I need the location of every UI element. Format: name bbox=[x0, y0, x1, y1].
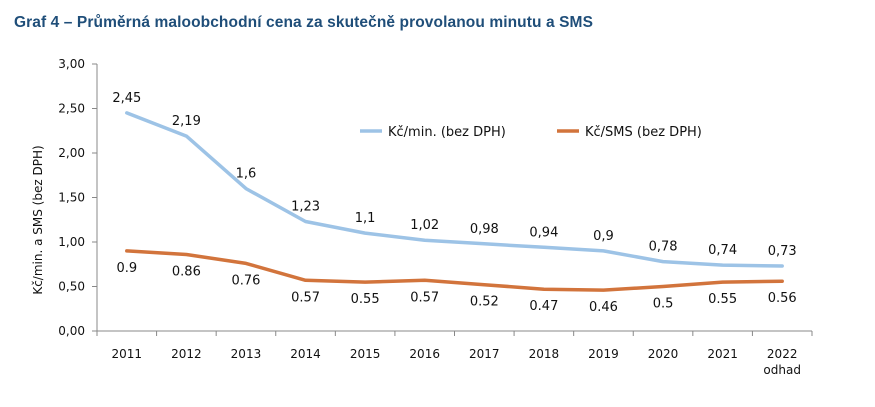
data-label: 0,94 bbox=[529, 225, 558, 240]
x-tick-label: 2021 bbox=[707, 347, 738, 361]
data-label: 0.9 bbox=[116, 261, 137, 276]
x-tick-label: 2012 bbox=[171, 347, 202, 361]
x-tick-label: 2022 bbox=[767, 347, 798, 361]
data-label: 1,23 bbox=[291, 200, 320, 215]
data-labels: 2,45 2,19 1,6 1,23 1,1 1,02 0,98 0,94 0,9 0,78 0,7… bbox=[112, 91, 796, 315]
data-label: 0,74 bbox=[708, 243, 737, 258]
series-line-min bbox=[125, 111, 784, 268]
x-tick-label: 2013 bbox=[231, 347, 262, 361]
x-tick-label: 2019 bbox=[588, 347, 619, 361]
x-tick-label: 2014 bbox=[290, 347, 321, 361]
x-tick-label: 2018 bbox=[529, 347, 560, 361]
legend-label: Kč/min. (bez DPH) bbox=[388, 125, 506, 140]
data-label: 0.46 bbox=[589, 300, 618, 315]
x-tick-label: 2011 bbox=[112, 347, 143, 361]
y-tick-label: 0,50 bbox=[58, 280, 85, 294]
y-axis-ticks: 0,00 0,50 1,00 1,50 2,00 2,50 3,00 bbox=[58, 57, 97, 338]
y-tick-label: 3,00 bbox=[58, 57, 85, 71]
data-label: 1,1 bbox=[355, 211, 376, 226]
data-label: 2,45 bbox=[112, 91, 141, 106]
x-tick-label: 2015 bbox=[350, 347, 381, 361]
y-tick-label: 0,00 bbox=[58, 324, 85, 338]
data-label: 0,9 bbox=[593, 229, 614, 244]
y-axis-title: Kč/min. a SMS (bez DPH) bbox=[31, 145, 45, 294]
data-label: 0.57 bbox=[291, 290, 320, 305]
y-tick-label: 2,50 bbox=[58, 102, 85, 116]
series-lines bbox=[125, 111, 784, 292]
series-line-sms bbox=[125, 249, 784, 292]
data-label: 0.47 bbox=[529, 299, 558, 314]
x-tick-sublabel: odhad bbox=[763, 363, 801, 377]
data-label: 0.55 bbox=[351, 292, 380, 307]
data-label: 0.52 bbox=[470, 295, 499, 310]
y-tick-label: 1,50 bbox=[58, 191, 85, 205]
legend-label: Kč/SMS (bez DPH) bbox=[585, 125, 702, 140]
data-label: 0.76 bbox=[231, 273, 260, 288]
x-axis-ticks: 2011 2012 2013 2014 2015 2016 2017 2018 2019 2020… bbox=[96, 331, 813, 377]
data-label: 0.57 bbox=[410, 290, 439, 305]
x-tick-label: 2020 bbox=[648, 347, 679, 361]
y-tick-label: 2,00 bbox=[58, 146, 85, 160]
axes bbox=[96, 64, 812, 332]
x-tick-label: 2017 bbox=[469, 347, 500, 361]
y-tick-label: 1,00 bbox=[58, 235, 85, 249]
data-label: 2,19 bbox=[172, 114, 201, 129]
data-label: 0.5 bbox=[653, 297, 674, 312]
data-label: 1,6 bbox=[236, 167, 257, 182]
data-label: 0.56 bbox=[768, 291, 797, 306]
data-label: 0.86 bbox=[172, 264, 201, 279]
data-label: 0,73 bbox=[768, 244, 797, 259]
data-label: 0.55 bbox=[708, 292, 737, 307]
data-label: 0,98 bbox=[470, 222, 499, 237]
legend: Kč/min. (bez DPH) Kč/SMS (bez DPH) bbox=[360, 125, 702, 140]
data-label: 0,78 bbox=[649, 240, 678, 255]
x-tick-label: 2016 bbox=[409, 347, 440, 361]
chart-title: Graf 4 – Průměrná maloobchodní cena za s… bbox=[14, 14, 594, 31]
data-label: 1,02 bbox=[410, 218, 439, 233]
